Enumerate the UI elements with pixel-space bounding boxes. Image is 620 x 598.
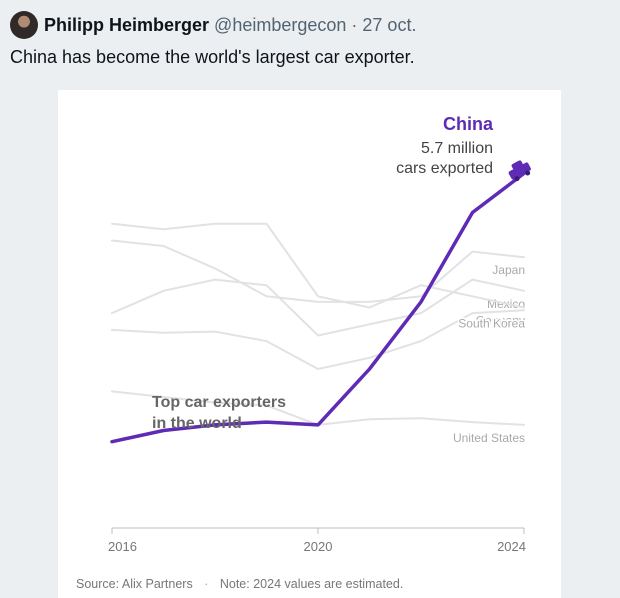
author-handle[interactable]: @heimbergecon [214, 14, 347, 35]
series-line-south-korea [111, 309, 525, 370]
x-tick-label-2020: 2020 [304, 539, 333, 554]
series-label-united-states: United States [453, 431, 525, 445]
series-label-germany: Germany [476, 314, 525, 328]
chart-image[interactable]: 2016 2020 2024 Japan Mexico Germany South Kore… [58, 90, 561, 598]
series-line-mexico [111, 278, 525, 337]
series-label-japan: Japan [492, 263, 525, 277]
source-separator: · [204, 577, 209, 591]
x-tick-label-2024: 2024 [497, 539, 526, 554]
china-value: 5.7 million cars exported [396, 139, 493, 179]
tweet-header: Philipp Heimberger @heimbergecon · 27 oc… [10, 10, 416, 40]
series-line-germany [111, 222, 525, 309]
china-value-line-2: cars exported [396, 160, 493, 177]
series-line-japan [111, 239, 525, 303]
caption-line-1: Top car exporters [152, 394, 286, 411]
series-label-south-korea: South Korea [458, 316, 525, 330]
source-text: Source: Alix Partners [76, 577, 193, 591]
note-text: Note: 2024 values are estimated. [219, 577, 404, 591]
car-icon [508, 160, 531, 182]
caption-line-2: in the world [152, 415, 242, 432]
header-separator: · [351, 14, 358, 35]
tweet-date[interactable]: 27 oct. [362, 14, 417, 35]
series-line-china [110, 171, 526, 444]
china-label: China [442, 114, 493, 134]
author-name[interactable]: Philipp Heimberger [44, 14, 210, 35]
china-value-line-1: 5.7 million [420, 140, 493, 157]
chart-source: Source: Alix Partners · Note: 2024 value… [76, 577, 403, 591]
avatar[interactable] [10, 11, 38, 39]
x-tick-label-2016: 2016 [108, 539, 137, 554]
tweet-text: China has become the world's largest car… [10, 47, 415, 67]
chart-caption: Top car exporters in the world [152, 392, 286, 434]
